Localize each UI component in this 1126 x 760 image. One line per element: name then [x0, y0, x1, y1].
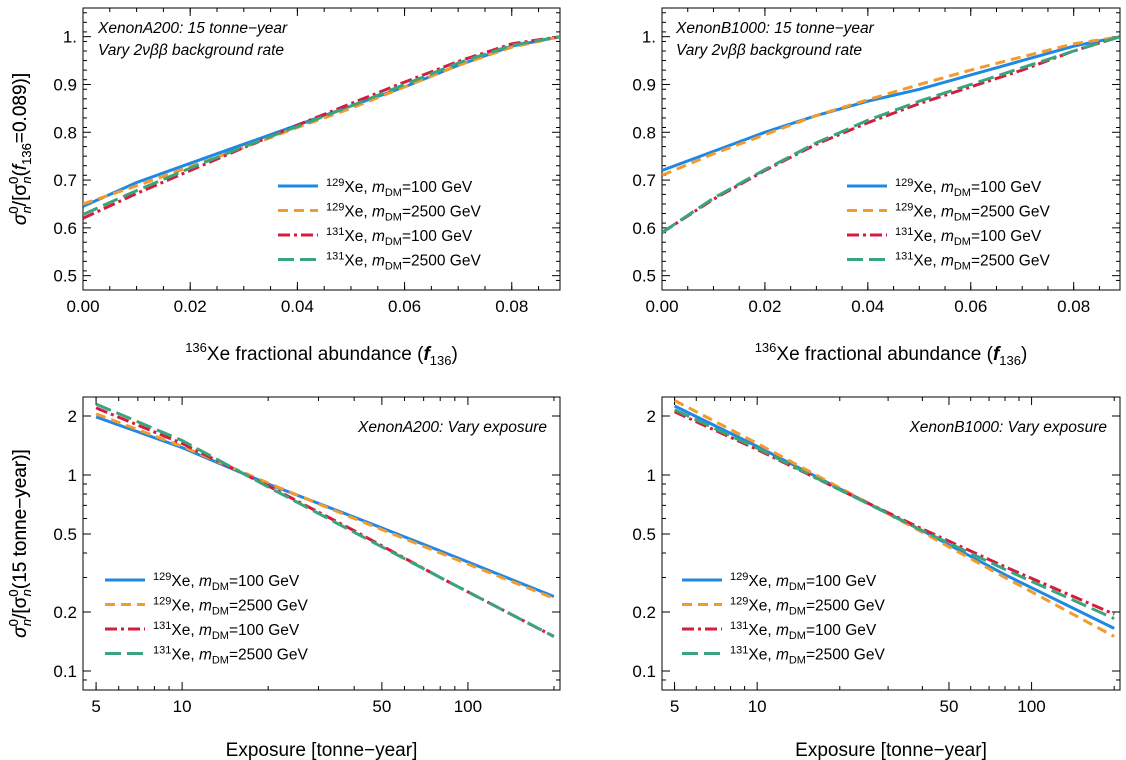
plot-frame — [661, 7, 1121, 291]
y-tick-label: 2 — [647, 407, 656, 426]
legend-label-2: 129Xe, mDM=2500 GeV — [326, 202, 481, 224]
legend-label-2: 129Xe, mDM=2500 GeV — [153, 596, 308, 618]
legend-label-1: 129Xe, mDM=100 GeV — [895, 177, 1042, 199]
y-tick-label: 0.5 — [632, 525, 656, 544]
y-tick-label: 0.5 — [632, 267, 656, 286]
x-tick-label: 100 — [454, 697, 482, 716]
chart-panel-1: 0.00 0.02 0.04 0.06 0.08 0.5 0.6 0.7 0.8 0.9 1. 129… — [6, 7, 561, 368]
y-tick-label: 0.5 — [53, 267, 77, 286]
y-tick-label: 1 — [647, 466, 656, 485]
chart-annotation: XenonB1000: 15 tonne−year — [675, 20, 875, 37]
series-line-3 — [673, 410, 1115, 616]
y-tick-label: 0.2 — [632, 603, 656, 622]
legend-label-1: 129Xe, mDM=100 GeV — [153, 571, 300, 593]
legend-label-4: 131Xe, mDM=2500 GeV — [326, 251, 481, 273]
y-tick-label: 0.7 — [53, 171, 77, 190]
x-tick-label: 5 — [91, 697, 100, 716]
x-tick-label: 0.00 — [66, 297, 99, 316]
y-tick-label: 0.9 — [632, 75, 656, 94]
plot-frame — [82, 396, 561, 691]
x-tick-label: 0.08 — [495, 297, 528, 316]
chart-annotation: XenonA200: Vary exposure — [357, 419, 547, 436]
y-axis-label: σ0n/[σ0n(f136=0.089)] — [6, 73, 34, 225]
chart-annotation: XenonA200: 15 tonne−year — [97, 20, 288, 37]
y-axis-label: σ0n/[σ0n(f136=0.089)] — [6, 73, 34, 225]
x-tick-label: 0.04 — [851, 297, 884, 316]
legend-label-4: 131Xe, mDM=2500 GeV — [895, 251, 1050, 273]
x-tick-label: 50 — [372, 697, 391, 716]
series-line-2 — [662, 35, 1120, 177]
y-tick-label: 2 — [68, 407, 77, 426]
series-line-2 — [83, 35, 560, 206]
y-tick-label: 0.6 — [53, 219, 77, 238]
series-line-1 — [83, 35, 560, 208]
y-tick-label: 0.2 — [53, 603, 77, 622]
x-tick-label: 0.08 — [1057, 297, 1090, 316]
y-tick-label: 1. — [63, 28, 77, 47]
y-tick-label: 1 — [68, 466, 77, 485]
x-axis-label: Exposure [tonne−year] — [226, 740, 418, 760]
legend-label-1: 129Xe, mDM=100 GeV — [326, 177, 473, 199]
plot-frame — [82, 7, 561, 291]
x-tick-label: 100 — [1017, 697, 1045, 716]
x-tick-label: 0.02 — [174, 297, 207, 316]
x-tick-label: 0.02 — [748, 297, 781, 316]
y-tick-label: 0.5 — [53, 525, 77, 544]
x-tick-label: 5 — [670, 697, 679, 716]
series-line-1 — [662, 35, 1120, 172]
chart-annotation: XenonB1000: Vary exposure — [908, 419, 1107, 436]
x-tick-label: 0.00 — [645, 297, 678, 316]
legend-label-4: 131Xe, mDM=2500 GeV — [153, 645, 308, 667]
chart-annotation: Vary 2νββ background rate — [98, 42, 284, 59]
y-tick-label: 0.1 — [632, 662, 656, 681]
chart-annotation: Vary 2νββ background rate — [676, 42, 862, 59]
y-axis-label: σ0n/[σ0n(15 tonne−year)] — [6, 449, 34, 638]
y-axis-label: σ0n/[σ0n(15 tonne−year)] — [6, 449, 34, 638]
y-tick-label: 0.9 — [53, 75, 77, 94]
series-line-3 — [83, 35, 560, 220]
series-line-3 — [95, 406, 555, 638]
series-line-4 — [673, 408, 1115, 620]
series-line-3 — [662, 35, 1120, 234]
legend-label-3: 131Xe, mDM=100 GeV — [730, 620, 877, 642]
plot-frame — [661, 396, 1121, 691]
legend-label-2: 129Xe, mDM=2500 GeV — [895, 202, 1050, 224]
x-axis-label: 136Xe fractional abundance (f136) — [755, 340, 1028, 368]
legend-label-3: 131Xe, mDM=100 GeV — [153, 620, 300, 642]
legend-label-3: 131Xe, mDM=100 GeV — [326, 226, 473, 248]
x-tick-label: 0.04 — [281, 297, 314, 316]
legend-label-4: 131Xe, mDM=2500 GeV — [730, 645, 885, 667]
y-tick-label: 0.7 — [632, 171, 656, 190]
y-tick-label: 0.8 — [53, 123, 77, 142]
chart-panel-3: 5 10 50 100 0.1 0.2 0.5 1 2 129Xe, mDM=100 GeV 129… — [6, 396, 561, 760]
x-tick-label: 10 — [748, 697, 767, 716]
legend-label-3: 131Xe, mDM=100 GeV — [895, 226, 1042, 248]
x-axis-label: 136Xe fractional abundance (f136) — [185, 340, 458, 368]
series-line-2 — [95, 412, 555, 600]
y-tick-label: 0.1 — [53, 662, 77, 681]
series-line-4 — [83, 35, 560, 216]
legend-label-1: 129Xe, mDM=100 GeV — [730, 571, 877, 593]
chart-panel-4: 5 10 50 100 0.1 0.2 0.5 1 2 129Xe, mDM=100 GeV 129… — [6, 396, 1121, 760]
series-line-4 — [662, 35, 1120, 234]
chart-panel-2: 0.00 0.02 0.04 0.06 0.08 0.5 0.6 0.7 0.8 0.9 1. 129… — [6, 7, 1121, 368]
series-line-4 — [95, 402, 555, 638]
x-tick-label: 10 — [173, 697, 192, 716]
y-tick-label: 0.6 — [632, 219, 656, 238]
x-tick-label: 50 — [940, 697, 959, 716]
x-axis-label: Exposure [tonne−year] — [795, 740, 987, 760]
x-tick-label: 0.06 — [388, 297, 421, 316]
x-tick-label: 0.06 — [954, 297, 987, 316]
y-tick-label: 1. — [642, 28, 656, 47]
legend-label-2: 129Xe, mDM=2500 GeV — [730, 596, 885, 618]
y-tick-label: 0.8 — [632, 123, 656, 142]
